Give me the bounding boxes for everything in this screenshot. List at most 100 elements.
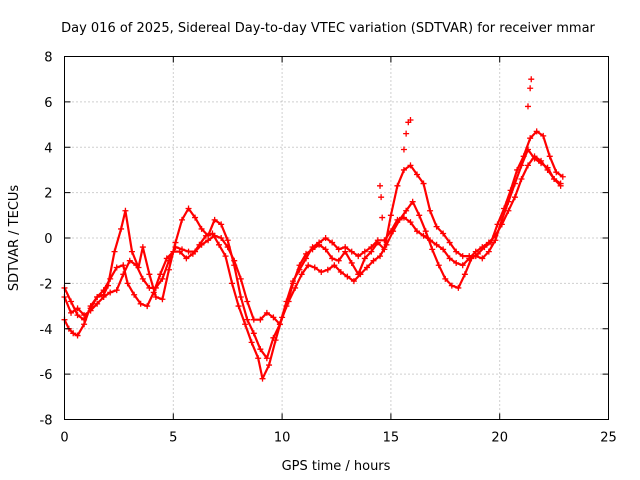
y-tick-label: 2: [44, 187, 52, 202]
data-point: [192, 248, 199, 255]
x-tick-label: 0: [60, 431, 68, 446]
data-point: [335, 257, 342, 264]
data-point: [120, 271, 127, 278]
data-point: [427, 207, 434, 214]
data-point: [377, 182, 384, 189]
data-point: [403, 130, 410, 137]
chart-title: Day 016 of 2025, Sidereal Day-to-day VTE…: [61, 21, 595, 36]
y-tick-label: -6: [40, 368, 53, 383]
data-point: [420, 180, 427, 187]
data-point: [70, 330, 77, 337]
data-point: [518, 162, 525, 169]
x-axis-label: GPS time / hours: [282, 459, 391, 474]
data-point: [322, 246, 329, 253]
data-point: [414, 228, 421, 235]
data-point: [409, 198, 416, 205]
data-point: [379, 214, 386, 221]
y-tick-label: 8: [44, 51, 52, 66]
x-tick-label: 5: [169, 431, 177, 446]
y-tick-label: -4: [40, 323, 53, 338]
data-point: [403, 207, 410, 214]
data-point: [179, 246, 186, 253]
data-point: [394, 182, 401, 189]
data-point: [235, 303, 242, 310]
data-point: [215, 241, 222, 248]
data-point: [324, 266, 331, 273]
data-point: [527, 85, 534, 92]
data-point: [446, 239, 453, 246]
series-track-c: [61, 153, 564, 328]
data-point: [485, 248, 492, 255]
data-point: [74, 332, 81, 339]
data-point: [387, 212, 394, 219]
data-point: [137, 300, 144, 307]
data-point: [100, 293, 107, 300]
y-tick-label: 4: [44, 141, 52, 156]
data-point: [559, 173, 566, 180]
data-point: [179, 216, 186, 223]
data-point: [118, 225, 125, 232]
data-point: [387, 228, 394, 235]
data-point: [289, 278, 296, 285]
data-point: [165, 266, 172, 273]
data-point: [263, 309, 270, 316]
data-point: [131, 291, 138, 298]
grid-lines: [64, 56, 609, 420]
data-point: [133, 262, 140, 269]
x-tick-labels: 0 5 10 15 20 25: [60, 431, 616, 446]
data-point: [270, 334, 277, 341]
y-axis-label: SDTVAR / TECUs: [7, 185, 22, 292]
data-point: [183, 255, 190, 262]
data-point: [511, 180, 518, 187]
data-point: [159, 275, 166, 282]
data-point: [394, 216, 401, 223]
data-point: [244, 316, 251, 323]
data-point: [422, 228, 429, 235]
data-point: [152, 293, 159, 300]
data-point: [442, 275, 449, 282]
data-point: [146, 284, 153, 291]
data-point: [248, 339, 255, 346]
data-point: [255, 355, 262, 362]
data-point: [74, 305, 81, 312]
data-point: [316, 239, 323, 246]
data-point: [461, 271, 468, 278]
data-point: [270, 314, 277, 321]
data-point: [350, 278, 357, 285]
y-tick-label: -2: [40, 277, 53, 292]
data-point: [446, 255, 453, 262]
data-point: [440, 230, 447, 237]
data-point: [113, 287, 120, 294]
data-point: [292, 284, 299, 291]
data-point: [374, 237, 381, 244]
data-point: [68, 298, 75, 305]
data-point: [159, 296, 166, 303]
data-point: [420, 232, 427, 239]
data-point: [348, 259, 355, 266]
data-point: [120, 262, 127, 269]
data-point: [378, 194, 385, 201]
y-tick-label: 6: [44, 96, 52, 111]
data-series: [61, 76, 566, 382]
y-tick-labels: -8 -6 -4 -2 0 2 4 6 8: [40, 51, 53, 429]
x-tick-label: 10: [274, 431, 291, 446]
series-track-a: [61, 128, 566, 382]
data-point: [435, 262, 442, 269]
data-point: [492, 232, 499, 239]
data-point: [122, 207, 129, 214]
data-point: [211, 216, 218, 223]
data-point: [538, 157, 545, 164]
data-point: [329, 255, 336, 262]
data-point: [68, 309, 75, 316]
data-point: [528, 76, 535, 83]
data-point: [81, 312, 88, 319]
data-point: [144, 303, 151, 310]
data-point: [237, 293, 244, 300]
data-point: [157, 271, 164, 278]
data-point: [553, 169, 560, 176]
data-point: [263, 355, 270, 362]
data-point: [440, 246, 447, 253]
data-point: [198, 241, 205, 248]
data-point: [485, 239, 492, 246]
data-point: [505, 198, 512, 205]
